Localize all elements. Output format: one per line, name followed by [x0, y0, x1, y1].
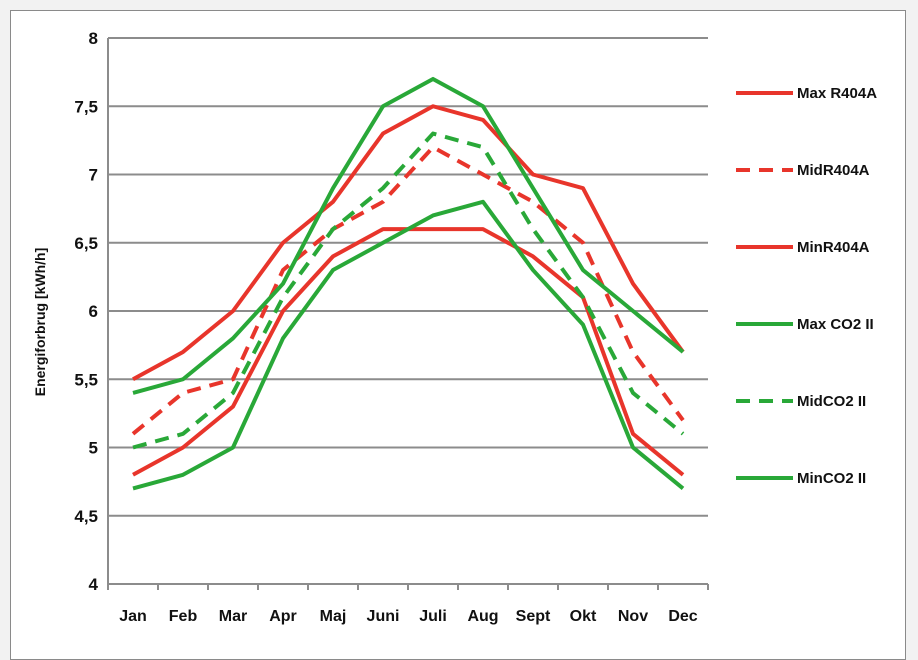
- x-tick-label: Dec: [668, 608, 697, 625]
- x-tick-label: Mar: [219, 608, 247, 625]
- y-tick-label: 7,5: [74, 97, 98, 116]
- y-tick-label: 8: [89, 29, 98, 48]
- legend-label: MinR404A: [797, 239, 870, 256]
- x-tick-label: Aug: [467, 608, 498, 625]
- y-tick-label: 4: [89, 575, 99, 594]
- series-line: [132, 104, 685, 382]
- x-axis-ticks: Jan Feb Mar Apr Maj Juni Juli Aug Sept Okt Nov Dec: [119, 608, 698, 625]
- y-tick-label: 7: [89, 166, 98, 185]
- series-line: [132, 199, 685, 491]
- legend: Max R404A MidR404A MinR404A Max CO2 II MidCO…: [736, 85, 877, 487]
- chart-frame: 4 4,5 5 5,5 6 6,5 7 7,5 8 Jan Feb Mar Apr Maj Juni Jul…: [10, 10, 906, 660]
- legend-label: MidR404A: [797, 162, 870, 179]
- x-tick-label: Jan: [119, 608, 147, 625]
- y-axis-ticks: 4 4,5 5 5,5 6 6,5 7 7,5 8: [74, 29, 98, 594]
- y-tick-label: 4,5: [74, 507, 98, 526]
- series-line: [131, 145, 685, 436]
- series-line: [132, 131, 685, 450]
- x-tick-label: Sept: [516, 608, 551, 625]
- x-tick-label: Okt: [570, 608, 597, 625]
- x-tick-label: Nov: [618, 608, 648, 625]
- y-tick-label: 5: [89, 439, 98, 458]
- series-lines: [131, 76, 685, 491]
- y-tick-label: 5,5: [74, 370, 98, 389]
- y-tick-label: 6,5: [74, 234, 98, 253]
- y-tick-label: 6: [89, 302, 98, 321]
- x-tick-label: Juni: [367, 608, 400, 625]
- gridlines: [107, 37, 709, 590]
- legend-label: Max CO2 II: [797, 316, 874, 333]
- legend-label: Max R404A: [797, 85, 877, 102]
- legend-label: MidCO2 II: [797, 393, 866, 410]
- y-axis-label: Energiforbrug [kWh/h]: [32, 248, 48, 397]
- x-tick-label: Apr: [269, 608, 297, 625]
- legend-label: MinCO2 II: [797, 470, 866, 487]
- x-tick-label: Feb: [169, 608, 198, 625]
- series-line: [132, 76, 685, 395]
- x-tick-label: Juli: [419, 608, 447, 625]
- x-tick-label: Maj: [320, 608, 347, 625]
- line-chart: 4 4,5 5 5,5 6 6,5 7 7,5 8 Jan Feb Mar Apr Maj Juni Jul…: [32, 29, 877, 625]
